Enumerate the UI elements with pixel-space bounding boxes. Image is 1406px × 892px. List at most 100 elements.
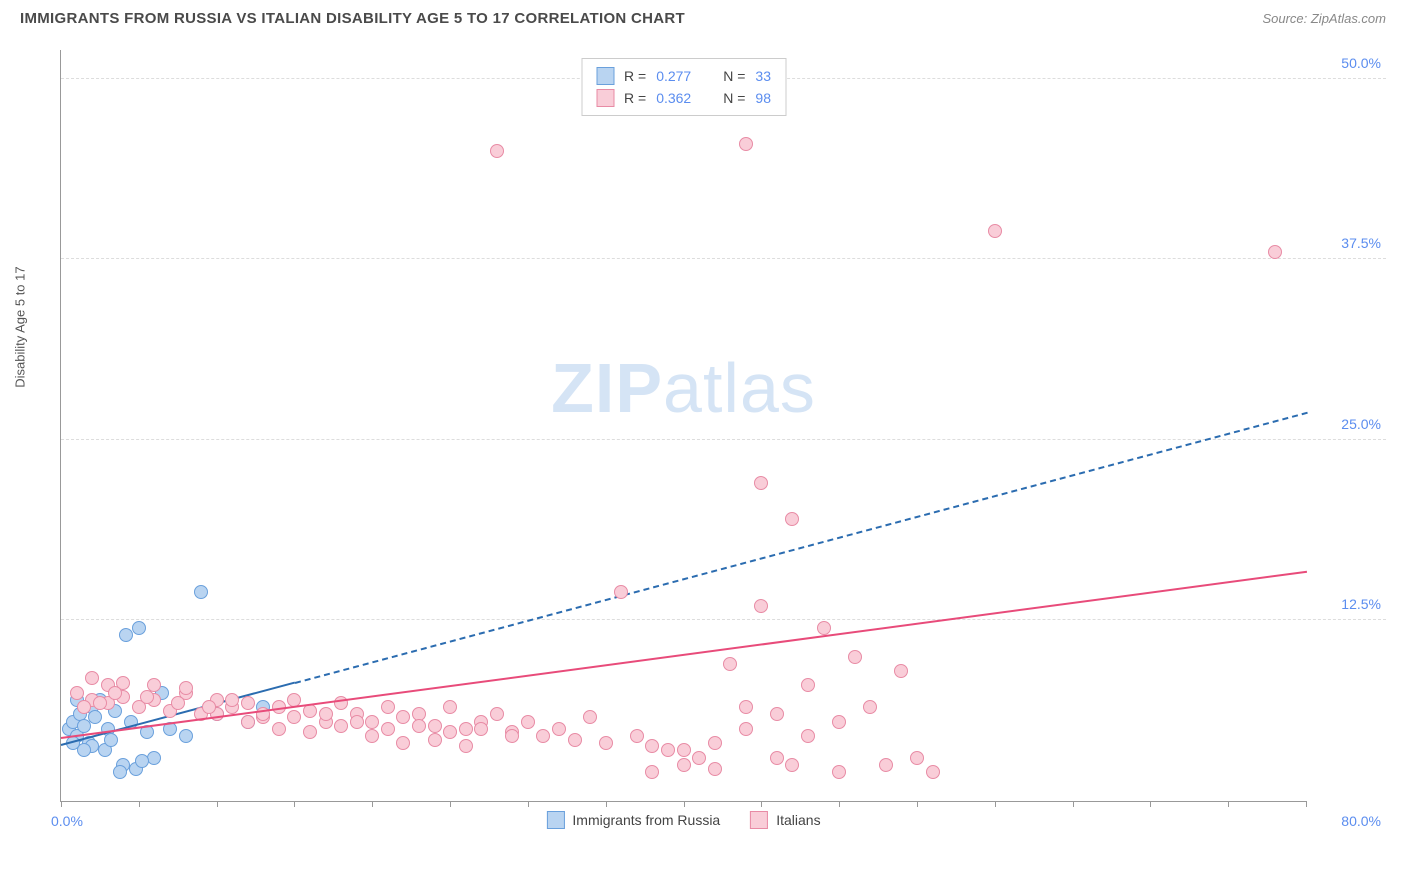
grid-line [61, 439, 1386, 440]
scatter-point [521, 715, 535, 729]
scatter-point [677, 743, 691, 757]
scatter-point [70, 686, 84, 700]
scatter-point [1268, 245, 1282, 259]
x-tick [684, 801, 685, 807]
legend-n-value: 33 [755, 68, 771, 84]
legend-swatch [546, 811, 564, 829]
scatter-point [459, 739, 473, 753]
legend-row: R = 0.362N = 98 [596, 87, 771, 109]
scatter-point [754, 599, 768, 613]
scatter-point [536, 729, 550, 743]
legend-series-item: Immigrants from Russia [546, 811, 720, 829]
scatter-point [894, 664, 908, 678]
x-tick [1150, 801, 1151, 807]
scatter-point [568, 733, 582, 747]
scatter-point [381, 700, 395, 714]
scatter-point [910, 751, 924, 765]
scatter-point [85, 671, 99, 685]
scatter-point [319, 707, 333, 721]
legend-series: Immigrants from Russia Italians [546, 811, 820, 829]
trend-line-dashed [294, 412, 1307, 684]
scatter-point [194, 585, 208, 599]
scatter-point [272, 722, 286, 736]
legend-r-value: 0.362 [656, 90, 691, 106]
scatter-point [770, 707, 784, 721]
scatter-point [303, 725, 317, 739]
scatter-point [723, 657, 737, 671]
scatter-point [645, 739, 659, 753]
scatter-point [630, 729, 644, 743]
scatter-point [785, 512, 799, 526]
scatter-point [179, 681, 193, 695]
legend-r-value: 0.277 [656, 68, 691, 84]
chart-title: IMMIGRANTS FROM RUSSIA VS ITALIAN DISABI… [20, 10, 685, 27]
legend-n-label: N = [723, 90, 745, 106]
x-tick [217, 801, 218, 807]
scatter-point [459, 722, 473, 736]
scatter-point [241, 696, 255, 710]
x-tick [372, 801, 373, 807]
x-tick [528, 801, 529, 807]
scatter-point [77, 700, 91, 714]
scatter-point [104, 733, 118, 747]
scatter-point [832, 765, 846, 779]
x-tick [995, 801, 996, 807]
scatter-point [108, 686, 122, 700]
scatter-point [396, 736, 410, 750]
legend-series-item: Italians [750, 811, 820, 829]
scatter-point [396, 710, 410, 724]
scatter-point [490, 707, 504, 721]
scatter-point [171, 696, 185, 710]
grid-line [61, 619, 1386, 620]
scatter-point [474, 722, 488, 736]
scatter-point [739, 700, 753, 714]
scatter-point [381, 722, 395, 736]
scatter-point [428, 733, 442, 747]
scatter-point [863, 700, 877, 714]
scatter-point [708, 736, 722, 750]
x-tick [450, 801, 451, 807]
scatter-point [365, 729, 379, 743]
scatter-point [93, 696, 107, 710]
scatter-point [848, 650, 862, 664]
x-tick [61, 801, 62, 807]
scatter-point [113, 765, 127, 779]
x-tick [139, 801, 140, 807]
scatter-point [583, 710, 597, 724]
scatter-point [552, 722, 566, 736]
scatter-point [88, 710, 102, 724]
x-tick [606, 801, 607, 807]
scatter-point [879, 758, 893, 772]
legend-n-label: N = [723, 68, 745, 84]
scatter-point [801, 729, 815, 743]
scatter-point [739, 137, 753, 151]
y-tick-label: 25.0% [1341, 416, 1381, 432]
chart-container: Disability Age 5 to 17 ZIPatlas R = 0.27… [50, 50, 1386, 832]
y-tick-label: 37.5% [1341, 235, 1381, 251]
scatter-point [661, 743, 675, 757]
scatter-point [225, 693, 239, 707]
x-tick [761, 801, 762, 807]
legend-swatch [596, 89, 614, 107]
legend-r-label: R = [624, 68, 646, 84]
y-tick-label: 50.0% [1341, 55, 1381, 71]
scatter-point [147, 751, 161, 765]
x-tick [1073, 801, 1074, 807]
scatter-point [770, 751, 784, 765]
x-tick [1306, 801, 1307, 807]
scatter-point [739, 722, 753, 736]
grid-line [61, 258, 1386, 259]
scatter-point [490, 144, 504, 158]
legend-series-label: Italians [776, 812, 820, 828]
scatter-point [988, 224, 1002, 238]
scatter-point [692, 751, 706, 765]
scatter-point [350, 715, 364, 729]
trend-line-solid [61, 571, 1307, 739]
scatter-point [428, 719, 442, 733]
x-axis-min-label: 0.0% [51, 813, 83, 829]
scatter-point [832, 715, 846, 729]
scatter-point [412, 719, 426, 733]
x-tick [294, 801, 295, 807]
scatter-point [287, 710, 301, 724]
legend-swatch [596, 67, 614, 85]
